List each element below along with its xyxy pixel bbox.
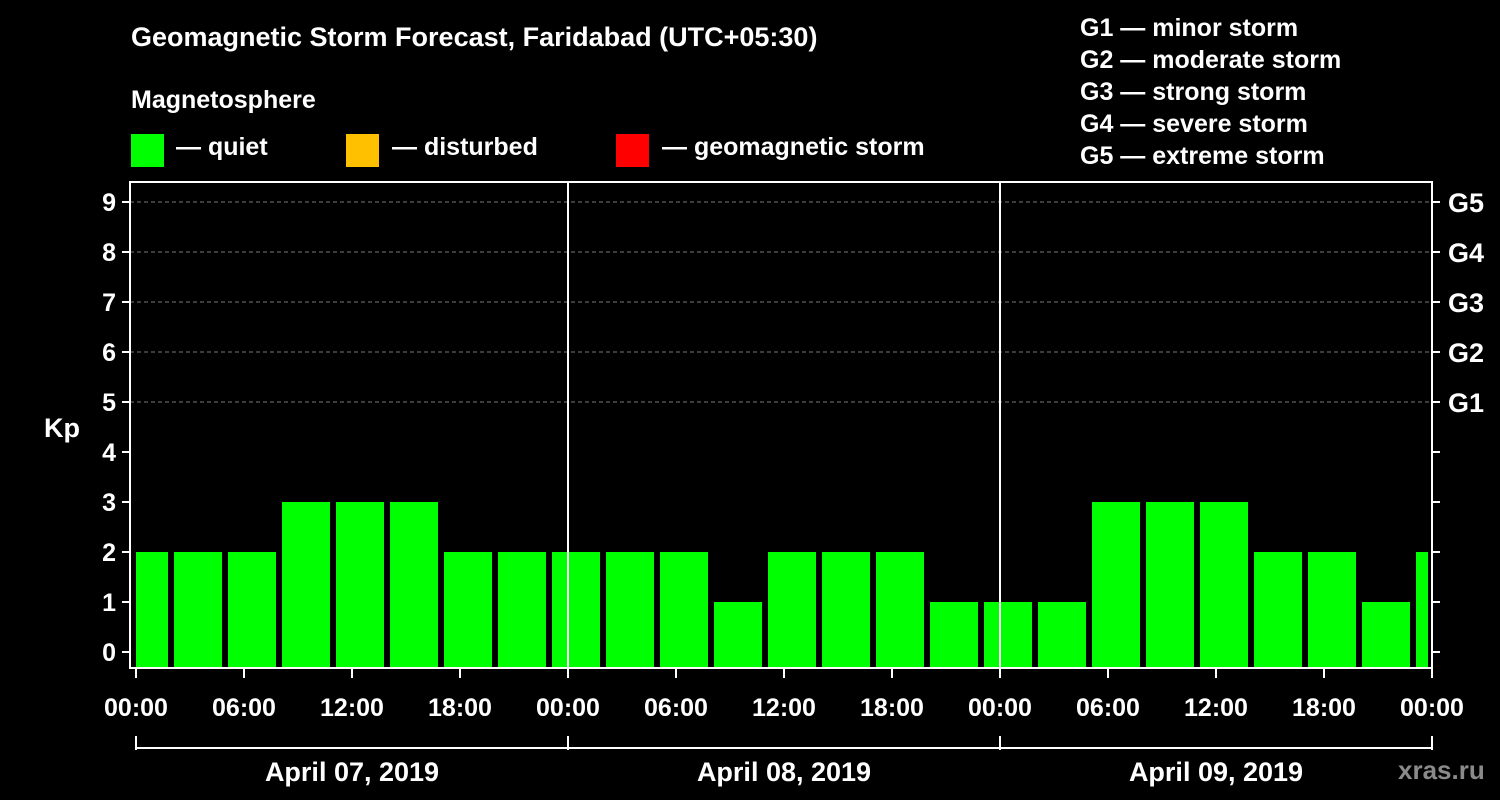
kp-bar: [390, 502, 438, 668]
grid-lines: [130, 201, 1432, 403]
x-tick-label: 12:00: [320, 694, 384, 722]
x-tick-label: 00:00: [536, 694, 600, 722]
y-tick-label: 7: [102, 289, 116, 317]
x-tick-label: 06:00: [212, 694, 276, 722]
kp-bar: [822, 552, 870, 668]
kp-bars: [136, 502, 1428, 668]
y-tick-label: 6: [102, 339, 116, 367]
x-tick-label: 18:00: [428, 694, 492, 722]
x-tick-label: 00:00: [968, 694, 1032, 722]
watermark: xras.ru: [1398, 755, 1485, 785]
x-tick-label: 00:00: [1400, 694, 1464, 722]
kp-bar: [1200, 502, 1248, 668]
kp-bar: [136, 552, 168, 668]
kp-bar: [444, 552, 492, 668]
x-tick-label: 06:00: [1076, 694, 1140, 722]
kp-bar: [1362, 602, 1410, 668]
x-tick-label: 18:00: [860, 694, 924, 722]
chart-title: Geomagnetic Storm Forecast, Faridabad (U…: [131, 22, 818, 52]
kp-bar: [1254, 552, 1302, 668]
y-tick-label: 5: [102, 389, 116, 417]
storm-level-label: G4: [1448, 238, 1484, 268]
kp-bar: [498, 552, 546, 668]
storm-scale-g4: G4 — severe storm: [1080, 110, 1308, 138]
quiet-swatch: [131, 134, 164, 167]
chart-axes: 0 1 2 3 4 5 6 7 8 9 G1 G2 G3 G4 G5 00:00 06:00 12:00 18:00…: [102, 181, 1484, 787]
y-tick-label: 8: [102, 239, 116, 267]
storm-scale-g2: G2 — moderate storm: [1080, 46, 1342, 74]
kp-bar: [768, 552, 816, 668]
kp-bar: [1146, 502, 1194, 668]
legend-heading: Magnetosphere: [131, 86, 316, 114]
x-tick-label: 12:00: [1184, 694, 1248, 722]
kp-bar: [336, 502, 384, 668]
y-tick-label: 4: [102, 439, 116, 467]
kp-bar: [174, 552, 222, 668]
y-tick-label: 0: [102, 639, 116, 667]
kp-bar: [714, 602, 762, 668]
x-tick-label: 00:00: [104, 694, 168, 722]
disturbed-swatch: [346, 134, 379, 167]
kp-bar: [606, 552, 654, 668]
date-label: April 08, 2019: [697, 757, 871, 787]
kp-bar: [1308, 552, 1356, 668]
x-tick-label: 06:00: [644, 694, 708, 722]
x-tick-label: 12:00: [752, 694, 816, 722]
legend-label-storm: — geomagnetic storm: [662, 133, 925, 161]
date-label: April 07, 2019: [265, 757, 439, 787]
kp-bar: [876, 552, 924, 668]
kp-bar: [930, 602, 978, 668]
y-tick-label: 3: [102, 489, 116, 517]
legend-label-disturbed: — disturbed: [392, 133, 538, 161]
kp-bar: [552, 552, 600, 668]
storm-swatch: [616, 134, 649, 167]
kp-bar: [1038, 602, 1086, 668]
kp-bar: [660, 552, 708, 668]
plot-frame: [129, 181, 1433, 669]
kp-bar: [1092, 502, 1140, 668]
storm-level-label: G1: [1448, 388, 1484, 418]
storm-level-label: G5: [1448, 188, 1484, 218]
kp-bar: [1416, 552, 1428, 668]
y-tick-label: 2: [102, 539, 116, 567]
storm-level-label: G3: [1448, 288, 1484, 318]
y-axis-label: Kp: [44, 413, 80, 443]
storm-level-label: G2: [1448, 338, 1484, 368]
x-tick-label: 18:00: [1292, 694, 1356, 722]
legend-label-quiet: — quiet: [176, 133, 268, 161]
kp-bar: [282, 502, 330, 668]
kp-bar: [984, 602, 1032, 668]
date-label: April 09, 2019: [1129, 757, 1303, 787]
storm-scale-g1: G1 — minor storm: [1080, 14, 1299, 42]
kp-bar: [228, 552, 276, 668]
y-tick-label: 1: [102, 589, 116, 617]
storm-scale-g3: G3 — strong storm: [1080, 78, 1307, 106]
storm-scale-g5: G5 — extreme storm: [1080, 142, 1325, 170]
y-tick-label: 9: [102, 189, 116, 217]
